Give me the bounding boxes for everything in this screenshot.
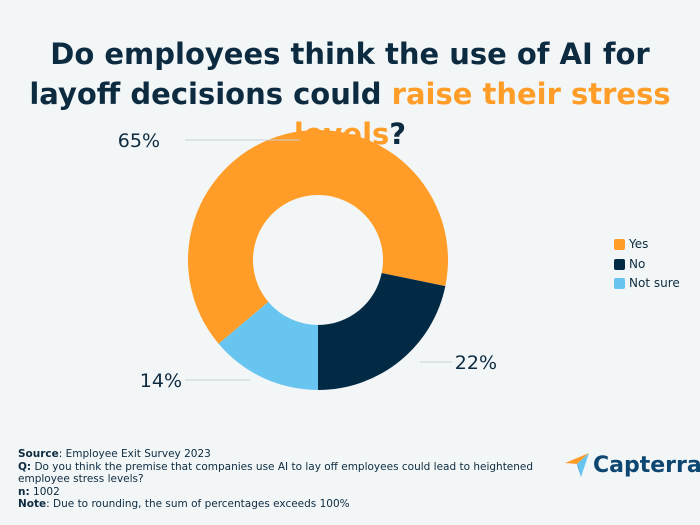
legend-label: No [629, 257, 646, 271]
capterra-logo: Capterra [564, 452, 700, 478]
note-label: Note [18, 498, 47, 510]
title-text: Do employees think the use of AI for lay… [29, 37, 650, 111]
data-label-not-sure: 14% [140, 370, 182, 392]
legend-label: Yes [629, 237, 649, 251]
legend-label: Not sure [629, 276, 680, 290]
source-text: : Employee Exit Survey 2023 [58, 448, 211, 460]
note-text: : Due to rounding, the sum of percentage… [46, 498, 350, 510]
footer-notes: Source: Employee Exit Survey 2023 Q: Do … [18, 448, 578, 511]
data-label-no: 22% [455, 352, 497, 374]
legend-item-yes: Yes [614, 237, 648, 251]
title-end: ? [389, 117, 407, 151]
question-text: Do you think the premise that companies … [18, 460, 534, 486]
n-text: 1002 [29, 485, 60, 498]
slice-not-sure [218, 301, 318, 391]
logo-text: Capterra [593, 452, 700, 478]
legend-swatch [614, 277, 625, 289]
legend-swatch [614, 238, 625, 250]
slice-no [318, 273, 446, 390]
source-label: Source [18, 448, 59, 460]
data-label-yes: 65% [118, 130, 160, 152]
capterra-arrow-icon [565, 453, 589, 477]
n-label: n: [18, 485, 30, 498]
legend-item-no: No [614, 257, 645, 271]
legend-item-not-sure: Not sure [614, 276, 680, 290]
chart-title: Do employees think the use of AI for lay… [0, 34, 700, 154]
legend-swatch [614, 258, 625, 270]
slice-yes [188, 129, 449, 344]
question-label: Q: [18, 460, 32, 473]
